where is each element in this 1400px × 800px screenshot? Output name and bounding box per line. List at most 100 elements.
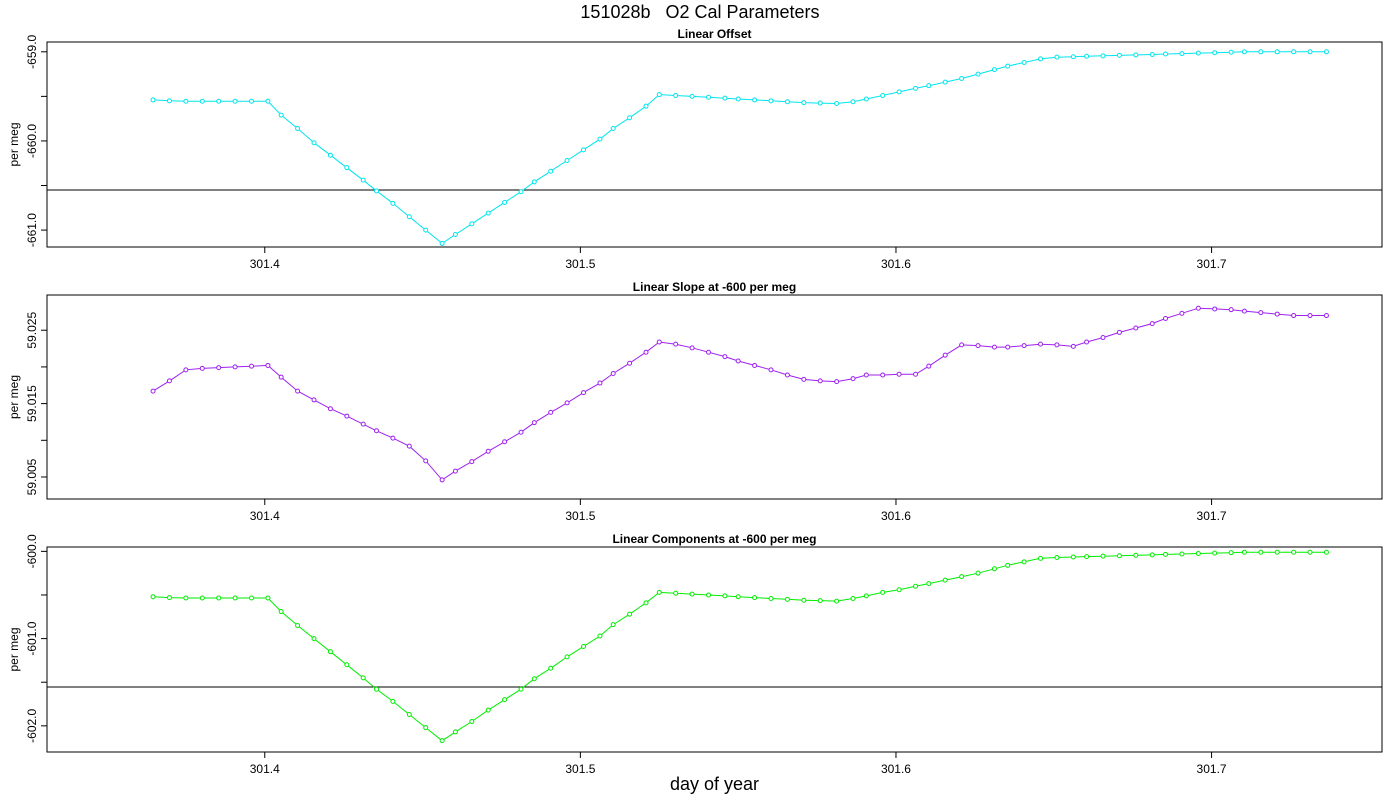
y-axis-label-1: per meg [7,122,21,166]
data-point [166,595,172,601]
series-line-1 [152,51,1327,245]
data-point [1179,551,1185,557]
data-point [975,71,981,77]
data-point [834,598,840,604]
x-tick-label: 301.5 [565,257,595,271]
data-point [1323,549,1329,555]
data-point [801,376,807,382]
data-point [926,581,932,587]
data-point [406,214,412,220]
data-point [390,435,396,441]
data-point [610,622,616,628]
data-point [1084,554,1090,560]
data-point [1228,550,1234,556]
data-point [784,99,790,105]
data-point [1307,549,1313,555]
y-tick-label: -660.0 [25,124,39,158]
x-tick-label: 301.4 [250,762,280,776]
data-point [817,598,823,604]
data-point [817,378,823,384]
data-point [564,158,570,164]
data-point [722,95,728,101]
data-point [1179,51,1185,57]
data-point [518,189,524,195]
data-point [863,372,869,378]
data-point [232,595,238,601]
x-tick-label: 301.5 [565,509,595,523]
data-point [439,240,445,246]
data-point [1162,551,1168,557]
data-point [1149,552,1155,558]
data-point [1021,559,1027,565]
data-point [423,227,429,233]
x-tick-label: 301.4 [250,257,280,271]
data-point [373,686,379,692]
data-point [1274,549,1280,555]
data-point [597,380,603,386]
y-axis-label-2: per meg [7,375,21,419]
data-point [452,729,458,735]
data-point [249,98,255,104]
data-point [199,98,205,104]
series-line-3 [152,551,1327,742]
data-point [1100,53,1106,59]
data-point [627,611,633,617]
data-point [643,103,649,109]
data-point [1100,553,1106,559]
data-point [1212,306,1218,312]
data-point [627,115,633,121]
data-point [959,574,965,580]
data-point [390,698,396,704]
data-point [991,344,997,350]
data-point [610,371,616,377]
data-point [706,94,712,100]
data-point [801,597,807,603]
data-point [673,590,679,596]
data-point [913,371,919,377]
data-point [183,367,189,373]
y-tick-label: -602.0 [25,708,39,742]
data-point [784,372,790,378]
data-point [1133,325,1139,331]
data-point [150,388,156,394]
data-point [1100,335,1106,341]
data-point [1323,49,1329,55]
data-point [373,428,379,434]
data-point [1005,562,1011,568]
data-point [216,98,222,104]
data-point [959,76,965,82]
x-tick-label: 301.5 [565,762,595,776]
x-tick-label: 301.6 [881,509,911,523]
data-point [1258,49,1264,55]
data-point [469,221,475,227]
data-point [926,363,932,369]
data-point [295,623,301,629]
data-point [863,96,869,102]
data-point [278,112,284,118]
data-point [1038,56,1044,62]
data-point [1241,49,1247,55]
x-tick-label: 301.4 [250,509,280,523]
data-point [439,477,445,483]
data-point [439,738,445,744]
data-point [150,594,156,600]
data-point [311,140,317,146]
y-tick-label: 59.025 [25,312,39,349]
data-point [360,177,366,183]
data-point [531,676,537,682]
data-point [689,591,695,597]
data-point [689,345,695,351]
data-point [975,343,981,349]
data-point [896,587,902,593]
data-point [311,636,317,642]
data-point [502,697,508,703]
data-point [166,98,172,104]
data-point [327,152,333,158]
data-point [265,362,271,368]
plot-frame-3 [46,546,1383,753]
data-point [1291,549,1297,555]
data-point [564,654,570,660]
data-point [1133,552,1139,558]
data-point [232,98,238,104]
